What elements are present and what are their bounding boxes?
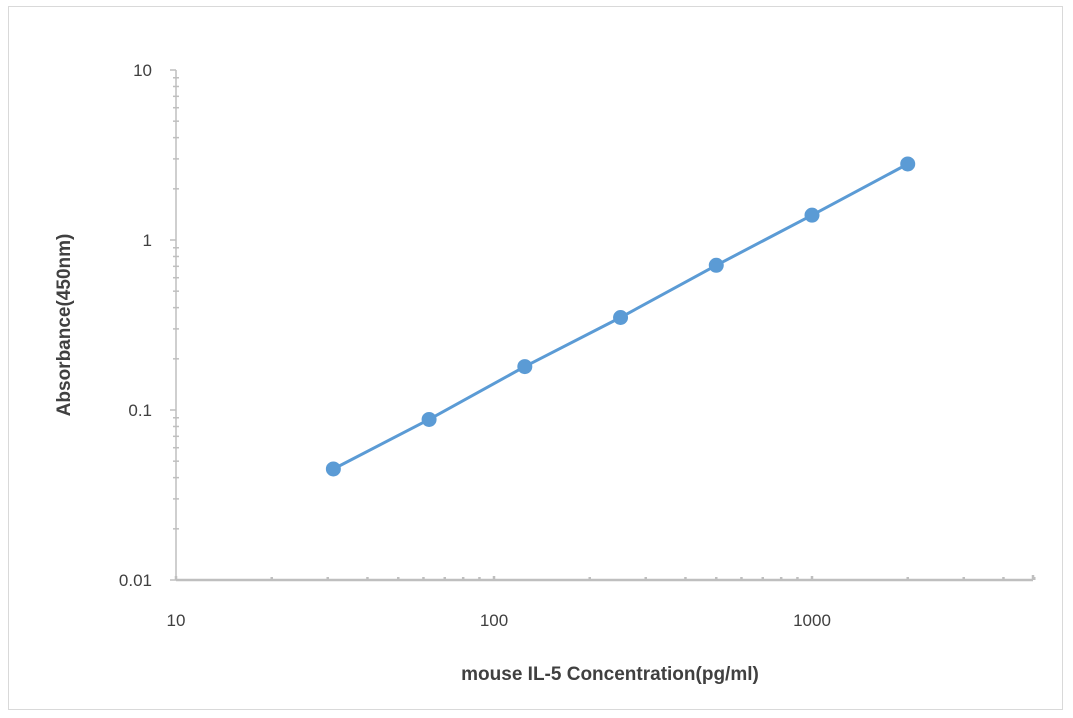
y-tick-label: 0.01 [119, 571, 152, 590]
y-tick-label: 1 [143, 231, 152, 250]
data-point [708, 257, 724, 273]
y-axis-title: Absorbance(450nm) [54, 234, 75, 417]
series-layer [325, 156, 916, 477]
data-point [421, 411, 437, 427]
x-tick-label: 10 [167, 611, 186, 630]
y-tick-label: 10 [133, 61, 152, 80]
x-tick-label: 1000 [793, 611, 831, 630]
x-axis-title: mouse IL-5 Concentration(pg/ml) [461, 664, 759, 685]
tick-marks: 0.01 0.1 1 10 10 100 1000 [119, 61, 1036, 630]
data-point [517, 359, 533, 375]
y-tick-label: 0.1 [128, 401, 152, 420]
data-point [804, 207, 820, 223]
data-point [613, 310, 629, 326]
data-point [900, 156, 916, 172]
data-point [325, 461, 341, 477]
chart-frame [8, 6, 1063, 710]
x-tick-label: 100 [480, 611, 508, 630]
axes [175, 70, 1033, 582]
